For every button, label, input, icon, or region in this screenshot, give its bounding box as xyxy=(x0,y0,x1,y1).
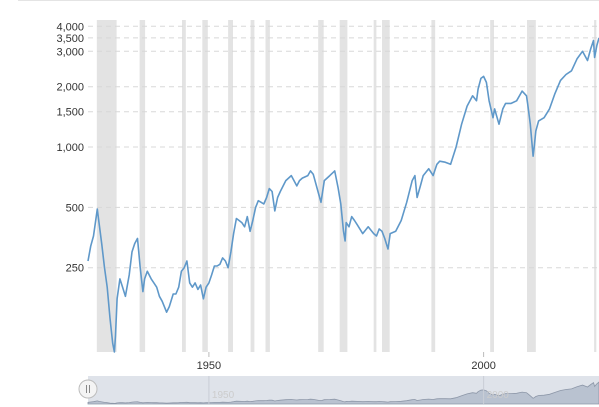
y-tick-label: 2,000 xyxy=(56,82,84,94)
navigator-axis: 1950 2000 xyxy=(208,376,510,404)
gridlines xyxy=(88,25,599,269)
recession-band-14 xyxy=(594,20,597,352)
x-tick-label: 2000 xyxy=(471,360,495,372)
recession-band-6 xyxy=(265,20,270,352)
x-axis: 1950 2000 xyxy=(197,352,496,372)
recession-bands xyxy=(96,20,597,352)
y-tick-label: 1,500 xyxy=(56,107,84,119)
recession-band-3 xyxy=(202,20,208,352)
recession-band-8 xyxy=(339,20,348,352)
recession-band-10 xyxy=(382,20,390,352)
recession-band-9 xyxy=(373,20,377,352)
recession-band-1 xyxy=(139,20,146,352)
y-tick-label: 3,500 xyxy=(56,33,84,45)
x-tick-label: 1950 xyxy=(197,360,221,372)
y-tick-label: 4,000 xyxy=(56,21,84,33)
navigator-left-handle[interactable] xyxy=(78,379,98,399)
navigator-tick-label: 2000 xyxy=(487,390,510,401)
y-tick-label: 3,000 xyxy=(56,46,84,58)
range-navigator[interactable]: 1950 2000 xyxy=(78,376,599,405)
recession-band-4 xyxy=(228,20,233,352)
navigator-tick-label: 1950 xyxy=(212,390,235,401)
y-tick-label: 1,000 xyxy=(56,142,84,154)
recession-band-13 xyxy=(527,20,536,352)
recession-band-7 xyxy=(318,20,324,352)
recession-band-11 xyxy=(431,20,436,352)
y-tick-label: 250 xyxy=(66,263,84,275)
y-tick-label: 500 xyxy=(66,202,84,214)
recession-band-12 xyxy=(490,20,494,352)
navigator-series-area xyxy=(87,381,599,405)
recession-band-5 xyxy=(250,20,255,352)
series-line xyxy=(87,37,599,353)
recession-band-2 xyxy=(182,20,186,352)
recession-band-0 xyxy=(96,20,117,352)
